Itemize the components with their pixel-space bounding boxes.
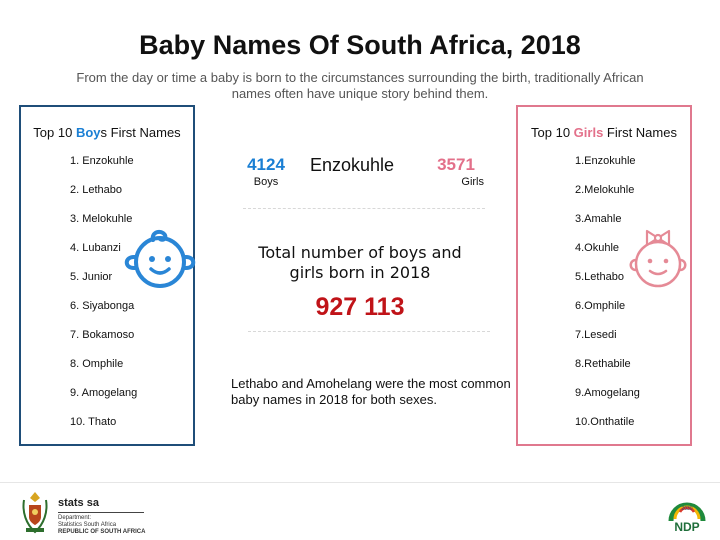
total-births-caption: Total number of boys and girls born in 2… [258, 243, 462, 282]
ndp-2030-logo: 2030 NDP [668, 502, 706, 533]
girls-count: 3571 [437, 155, 475, 174]
list-item: 6.Omphile [575, 300, 626, 312]
list-item: 3.Amahle [575, 213, 622, 225]
stats-sa-logo: stats sa Department: Statistics South Af… [58, 497, 145, 536]
boys-panel-heading: Top 10 Boys First Names [21, 125, 193, 140]
list-item: 2.Melokuhle [575, 184, 635, 196]
girls-panel-heading: Top 10 Girls First Names [518, 125, 690, 140]
girls-count-stat: 3571 Girls [428, 155, 484, 189]
ndp-year: 2030 [681, 506, 692, 512]
list-item: 2. Lethabo [70, 184, 122, 196]
boys-count: 4124 [247, 155, 285, 174]
list-item: 8. Omphile [70, 358, 124, 370]
ndp-text: NDP [674, 520, 699, 533]
list-item: 1.Enzokuhle [575, 155, 636, 167]
list-item: 7. Bokamoso [70, 329, 135, 341]
dept-line-1: Department: [58, 515, 92, 521]
girls-name-list: 1.Enzokuhle 2.Melokuhle 3.Amahle 4.Okuhl… [575, 154, 640, 444]
list-item: 4.Okuhle [575, 242, 620, 254]
list-item: 10. Thato [70, 416, 117, 428]
boys-count-stat: 4124 Boys [238, 155, 294, 189]
list-item: 1. Enzokuhle [70, 155, 134, 167]
list-item: 8.Rethabile [575, 358, 631, 370]
page-subtitle: From the day or time a baby is born to t… [76, 70, 644, 101]
list-item: 9.Amogelang [575, 387, 640, 399]
boys-heading-prefix: Top 10 [33, 125, 76, 140]
list-item: 4. Lubanzi [70, 242, 121, 254]
boys-heading-suffix: s First Names [100, 125, 181, 140]
dept-line-3: REPUBLIC OF SOUTH AFRICA [58, 529, 146, 535]
baby-girl-face-icon [629, 229, 687, 288]
divider [243, 208, 485, 209]
boys-heading-highlight: Boy [75, 125, 101, 140]
list-item: 7.Lesedi [575, 329, 617, 341]
dept-line-2: Statistics South Africa [58, 522, 117, 528]
coat-of-arms-icon [22, 492, 48, 534]
list-item: 10.Onthatile [575, 416, 635, 428]
common-names-note: Lethabo and Amohelang were the most comm… [231, 376, 511, 407]
footer-divider [0, 482, 720, 483]
girls-heading-suffix: First Names [603, 125, 677, 140]
boys-count-label: Boys [253, 176, 279, 188]
list-item: 5.Lethabo [575, 271, 624, 283]
baby-boy-face-icon [124, 229, 196, 288]
list-item: 3. Melokuhle [70, 213, 133, 225]
top-name: Enzokuhle [310, 155, 395, 175]
girls-heading-prefix: Top 10 [531, 125, 574, 140]
list-item: 6. Siyabonga [70, 300, 135, 312]
stats-sa-brand: stats sa [58, 497, 99, 509]
girls-heading-highlight: Girls [573, 125, 604, 140]
list-item: 9. Amogelang [70, 387, 138, 399]
divider [248, 331, 490, 332]
girls-count-label: Girls [461, 176, 484, 188]
list-item: 5. Junior [70, 271, 113, 283]
boys-name-list: 1. Enzokuhle 2. Lethabo 3. Melokuhle 4. … [70, 154, 137, 444]
total-births-value: 927 113 [315, 293, 405, 321]
page-title: Baby Names Of South Africa, 2018 [139, 30, 581, 60]
